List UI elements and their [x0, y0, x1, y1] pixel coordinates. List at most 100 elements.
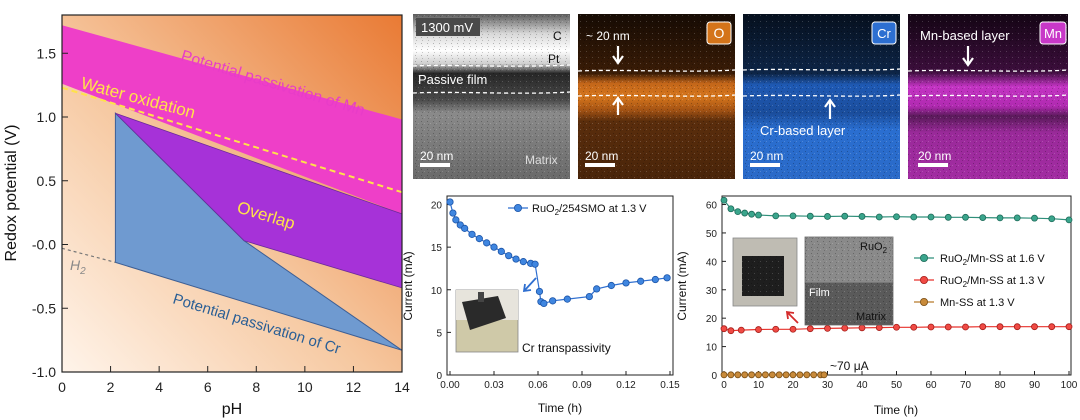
y-tick-label: 60 — [706, 201, 718, 212]
series-point-254smo — [549, 297, 557, 305]
x-tick-label: 0.00 — [440, 380, 460, 391]
series-point-2 — [762, 371, 769, 379]
o-scale-label: 20 nm — [585, 149, 618, 163]
series-point-0 — [841, 212, 849, 220]
thickness-arrow-down — [612, 46, 624, 65]
series-point-2 — [755, 371, 762, 379]
x-tick-label: 10 — [753, 380, 765, 391]
x-tick-label: 0 — [58, 379, 66, 395]
o-scale-bar — [585, 163, 615, 167]
y-tick-label: 15 — [431, 243, 443, 254]
panel-a-xlabel: pH — [222, 401, 242, 418]
series-point-0 — [789, 212, 797, 220]
series-point-2 — [720, 371, 728, 379]
series-point-1 — [824, 325, 831, 332]
panel-a-frame — [61, 14, 403, 373]
manganese-map-panel: Mn-based layer Mn 20 nm — [907, 14, 1069, 179]
series-point-1 — [893, 323, 900, 331]
x-tick-label: 14 — [394, 379, 410, 395]
cr-transpassivity-label: Cr transpassivity — [522, 341, 611, 355]
series-point-2 — [796, 371, 804, 379]
carbon-label: C — [553, 29, 562, 43]
thickness-arrow-up — [612, 96, 624, 115]
mnss-sample-texture — [742, 256, 784, 296]
series-point-1 — [1065, 323, 1073, 331]
cr-scale-label: 20 nm — [750, 149, 783, 163]
cr-film-top-boundary — [742, 68, 901, 71]
y-tick-label: 10 — [706, 343, 718, 354]
sem-matrix-label: Matrix — [856, 311, 886, 323]
sem-cross-section-inset: RuO2 Film Matrix — [804, 236, 894, 326]
legend-mnss-label: Mn-SS at 1.3 V — [940, 297, 1015, 309]
legend-mnss: RuO2/Mn-SS at 1.6 V RuO2/Mn-SS at 1.3 V … — [914, 253, 1045, 309]
series-point-254smo — [593, 285, 601, 293]
y-tick-label: -0.0 — [32, 237, 56, 253]
cr-film-bottom-boundary — [742, 94, 901, 97]
sample-tab — [478, 292, 484, 302]
series-point-2 — [727, 371, 735, 379]
series-point-254smo — [663, 274, 671, 282]
series-point-1 — [962, 323, 969, 331]
series-point-1 — [996, 323, 1004, 331]
y-tick-label: 50 — [706, 229, 718, 240]
chromium-map-panel: Cr-based layer Cr 20 nm — [742, 14, 901, 179]
x-tick-label: 6 — [204, 379, 212, 395]
x-tick-label: 0.15 — [660, 380, 680, 391]
x-tick-label: 30 — [822, 380, 834, 391]
series-point-0 — [727, 205, 735, 213]
series-point-254smo — [452, 216, 460, 224]
series-point-254smo — [563, 295, 571, 303]
series-point-0 — [996, 214, 1004, 222]
inset-pointer-arrow — [785, 310, 799, 324]
mn-scale-bar — [918, 163, 948, 167]
series-point-0 — [979, 214, 987, 221]
series-point-1 — [875, 324, 883, 331]
passive-film-label: Passive film — [418, 72, 487, 87]
matrix-label: Matrix — [525, 153, 558, 167]
series-point-1 — [979, 323, 987, 331]
series-point-254smo — [475, 235, 483, 243]
legend-mnss-swatch — [920, 297, 929, 306]
chronoamperometry-mnss-panel: 0 10 20 30 40 50 60 70 80 90 100 0 10 20 30 40 50 60 RuO2… — [675, 195, 1078, 417]
series-point-1 — [720, 325, 728, 333]
tem-scale-label: 20 nm — [420, 149, 453, 163]
sem-film-label: Film — [809, 287, 830, 299]
transpassivity-arrow — [522, 277, 537, 293]
series-point-1 — [789, 325, 797, 333]
mn-scale-label: 20 nm — [918, 149, 951, 163]
mn-layer-arrow — [962, 46, 974, 67]
y-tick-label: 5 — [436, 328, 442, 339]
series-point-1 — [1031, 323, 1038, 331]
x-tick-label: 0.06 — [528, 380, 548, 391]
series-point-0 — [772, 212, 780, 220]
y-tick-label: 20 — [706, 314, 718, 325]
legend-254smo-label: RuO2/254SMO at 1.3 V — [532, 203, 647, 217]
y-tick-label: 20 — [431, 201, 443, 212]
panel-c-xlabel: Time (h) — [874, 403, 918, 417]
series-point-1 — [755, 326, 762, 333]
series-point-2 — [775, 371, 783, 379]
series-line-1 — [723, 326, 1069, 332]
x-tick-label: 10 — [297, 379, 313, 395]
panel-c-ylabel: Current (mA) — [675, 251, 689, 320]
mn-layer-label: Mn-based layer — [920, 28, 1010, 43]
series-point-0 — [1031, 214, 1038, 222]
x-tick-label: 4 — [155, 379, 163, 395]
tem-image-panel: 1300 mV C Pt Passive film 20 nm Matrix — [412, 14, 571, 179]
series-point-0 — [734, 208, 742, 216]
series-point-254smo — [490, 243, 498, 251]
pt-label: Pt — [548, 52, 560, 66]
series-point-0 — [741, 209, 749, 217]
x-tick-label: 80 — [994, 380, 1006, 391]
legend-13v-label: RuO2/Mn-SS at 1.3 V — [940, 275, 1045, 289]
thickness-label: ~ 20 nm — [586, 29, 630, 43]
o-film-top-boundary — [577, 69, 736, 72]
series-point-0 — [755, 211, 762, 219]
series-point-1 — [944, 323, 952, 331]
x-tick-label: 70 — [960, 380, 972, 391]
y-tick-label: 0.5 — [37, 173, 57, 189]
series-point-1 — [841, 324, 849, 332]
series-point-254smo — [540, 299, 548, 307]
legend-16v-label: RuO2/Mn-SS at 1.6 V — [940, 253, 1045, 267]
series-point-254smo — [446, 198, 454, 206]
